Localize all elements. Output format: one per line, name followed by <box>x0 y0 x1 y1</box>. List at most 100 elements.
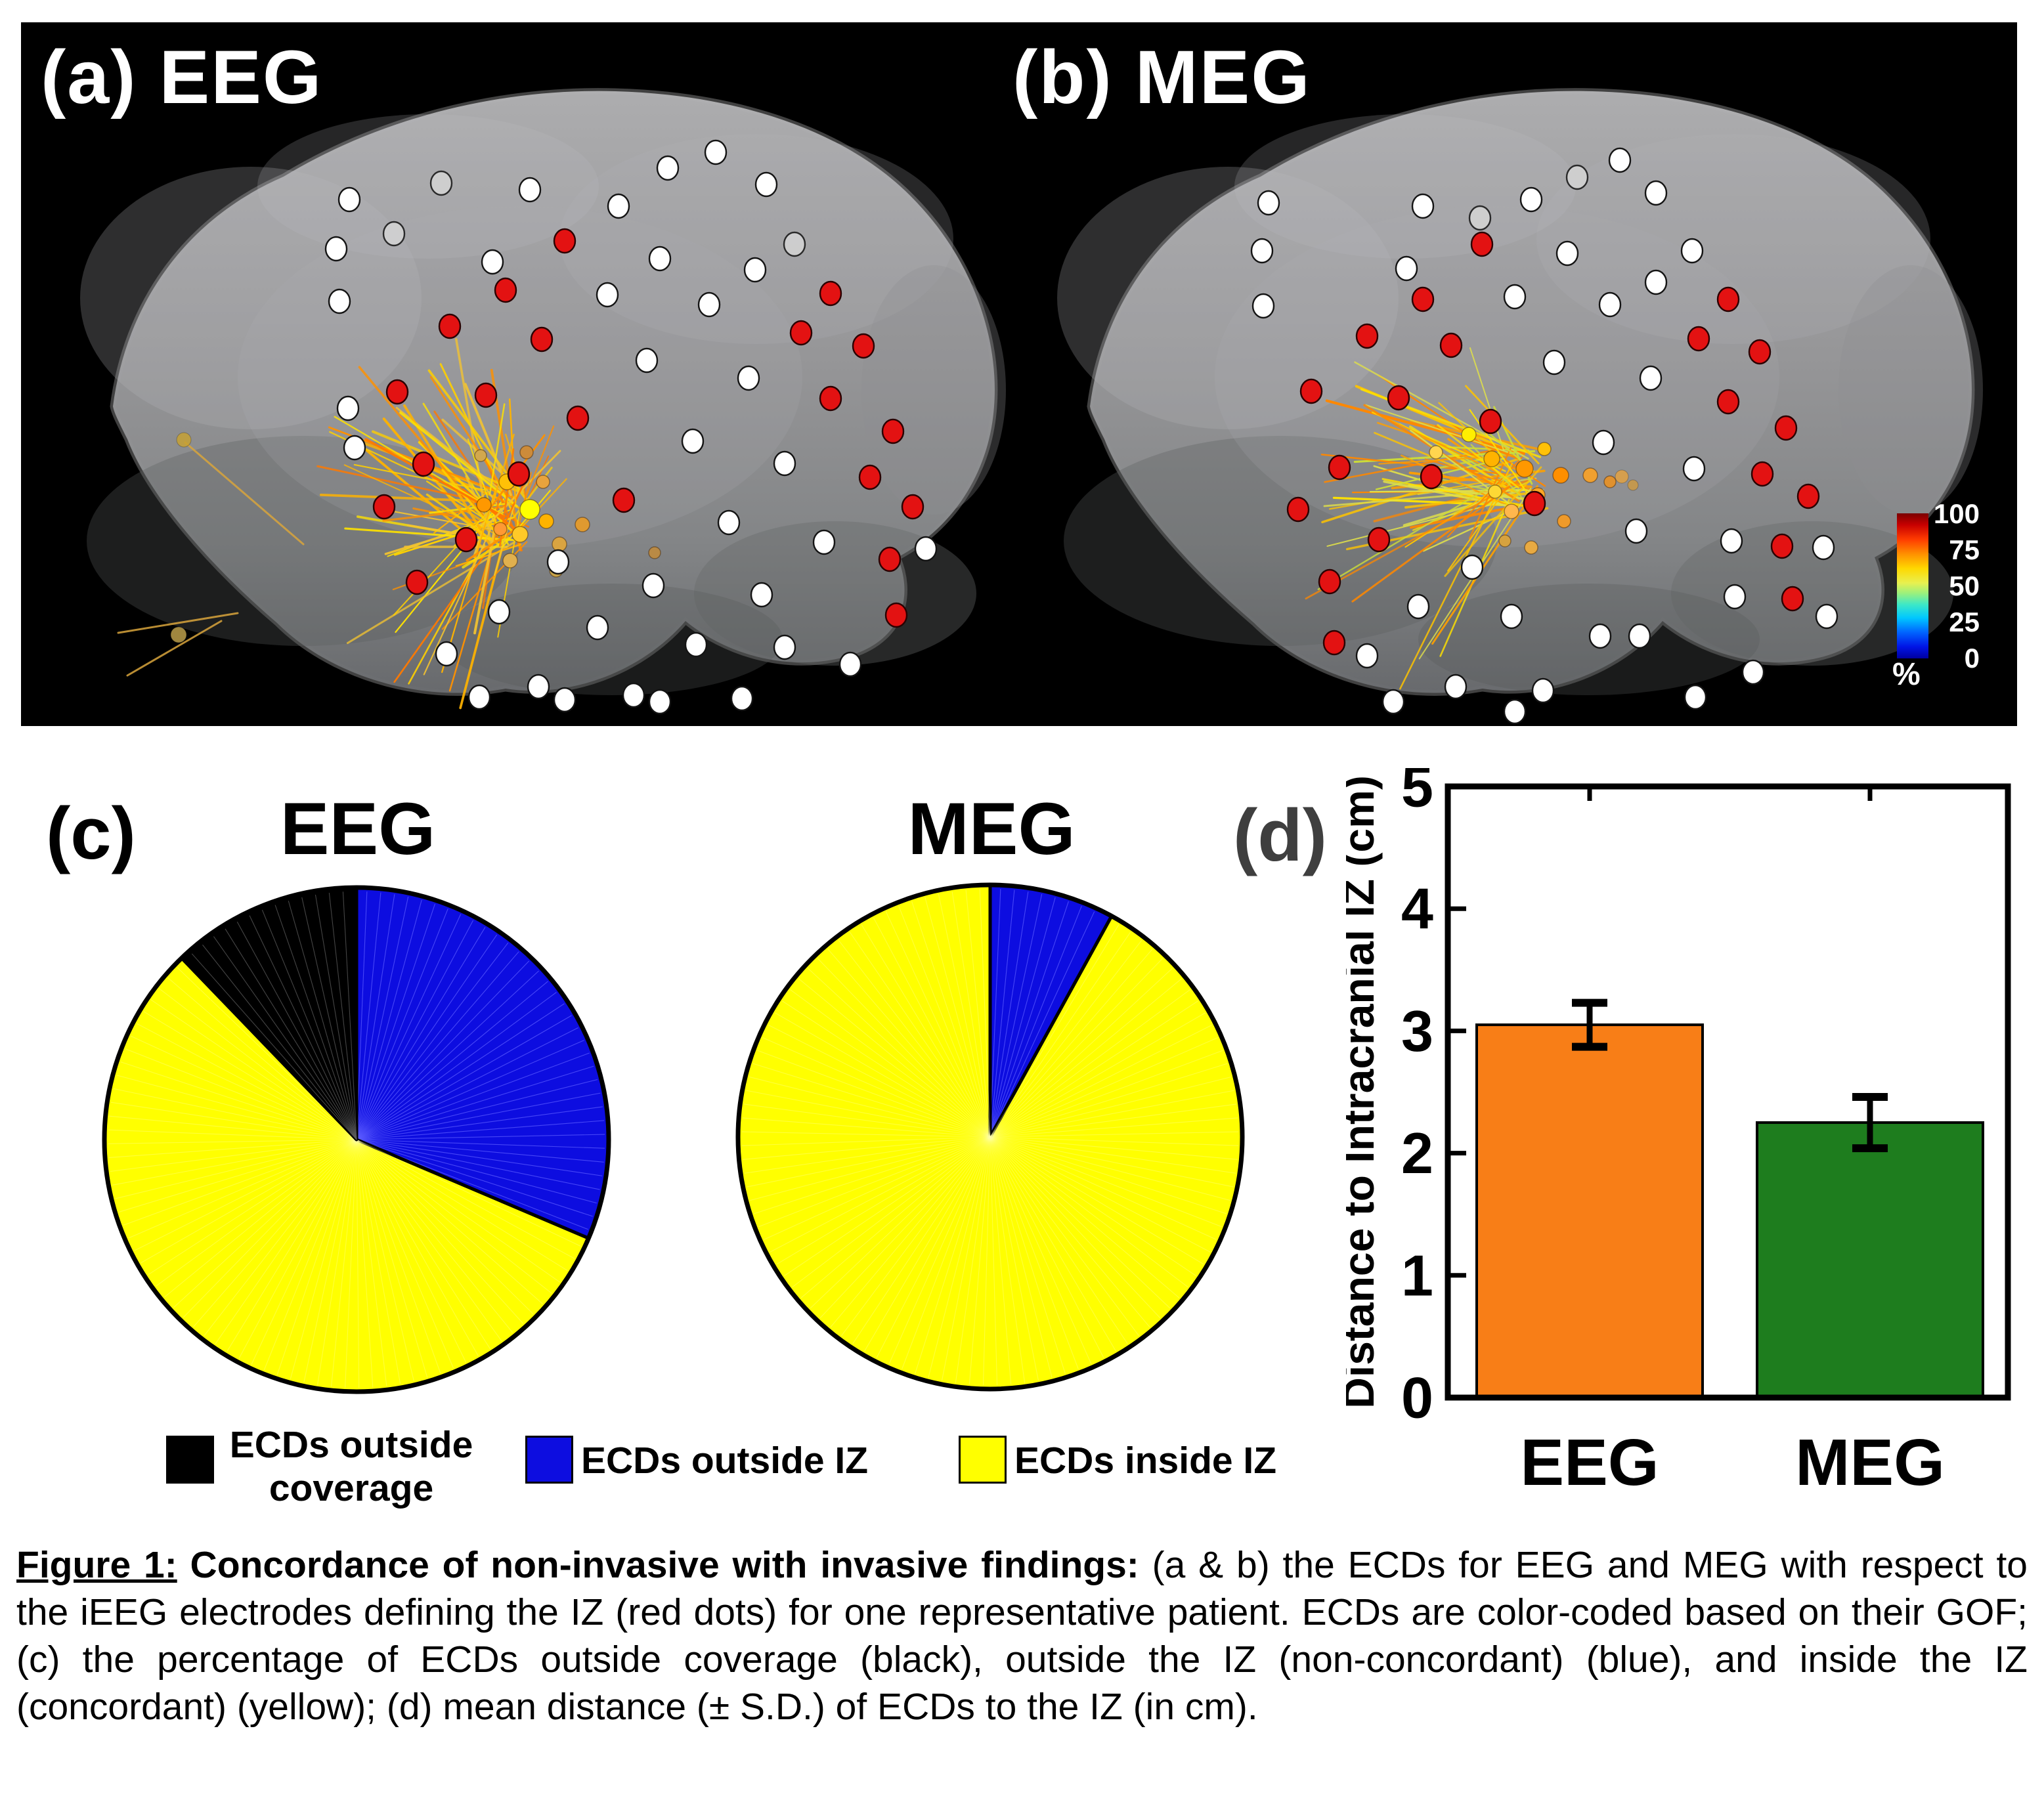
caption-body: (a & b) the ECDs for EEG and MEG with re… <box>16 1544 2028 1728</box>
ieeg-electrode-white <box>684 632 708 658</box>
ecd-dipole-line <box>1324 446 1508 483</box>
ieeg-electrode-white <box>1411 193 1435 219</box>
ieeg-electrode-iz-red <box>1716 286 1740 312</box>
ieeg-electrode-white <box>1500 603 1523 630</box>
ieeg-electrode-white <box>750 582 773 608</box>
colorbar-tick-25: 25 <box>1949 607 1980 637</box>
ecd-dipole-line <box>1399 462 1513 690</box>
pie-slice-hairline <box>989 1063 1228 1138</box>
pie-slice-hairline <box>137 1023 357 1140</box>
ieeg-electrode-white <box>468 684 491 710</box>
ieeg-electrode-white <box>681 428 705 454</box>
ieeg-electrode-white <box>586 614 609 641</box>
ecd-cluster-dot <box>493 522 508 536</box>
pie-slice-hairline <box>938 893 991 1138</box>
pie-slice-hairline <box>227 1139 357 1352</box>
pie-slice-hairline <box>356 1092 601 1140</box>
ieeg-electrode-white <box>1381 689 1405 715</box>
ieeg-electrode-white <box>1503 284 1527 310</box>
brain-eeg <box>80 88 1006 696</box>
pie-slice-hairline <box>356 1139 513 1333</box>
pie-slice-hairline <box>356 1139 605 1149</box>
pie-slice-hairline <box>356 1139 600 1190</box>
ieeg-electrode-white <box>1639 365 1663 391</box>
pie-slice-hairline <box>989 1136 1066 1374</box>
pie-slice-hairline <box>356 899 422 1140</box>
ieeg-electrode-white <box>648 246 672 272</box>
ieeg-electrode-iz-red <box>1716 389 1740 415</box>
pie-slice-hairline <box>982 1136 991 1386</box>
ieeg-electrode-white <box>622 682 645 708</box>
pie-slice-hairline <box>159 988 357 1140</box>
pie-slice-hairline <box>792 1136 991 1288</box>
ecd-stray-dot <box>1615 469 1629 484</box>
pie-slice-hairline <box>356 1052 590 1140</box>
pie-slice-hairline <box>989 949 1153 1138</box>
ecd-dipole-line <box>319 494 487 503</box>
ieeg-electrode-iz-red <box>1479 408 1502 435</box>
pie-slice-hairline <box>768 1024 991 1138</box>
ieeg-electrode-white <box>1644 180 1668 206</box>
pie-slice-hairline <box>989 1090 1234 1138</box>
ecd-cluster-dot <box>1524 540 1538 555</box>
ieeg-electrode-white <box>1460 554 1484 580</box>
ieeg-electrode-white <box>553 687 576 713</box>
pie-slice-hairline <box>356 981 548 1140</box>
ieeg-electrode-iz-red <box>385 379 409 405</box>
ieeg-electrode-iz-red <box>1367 526 1391 553</box>
pie-slice-hairline <box>989 1136 1039 1381</box>
ecd-dipole-line <box>393 509 491 616</box>
ecd-dipole-line <box>316 465 487 504</box>
brain-meg <box>1057 88 1983 696</box>
ecd-stray-line <box>126 620 223 677</box>
panel-a-label: (a) EEG <box>41 35 323 119</box>
ieeg-electrode-white <box>1682 456 1706 482</box>
brain-meg-shade-6 <box>1838 265 1983 515</box>
pie-slice-hairline <box>888 1136 991 1364</box>
ieeg-electrode-white <box>1815 603 1838 630</box>
pie-slice-hairline <box>356 1139 575 1259</box>
pie-slice-hairline <box>164 1139 357 1298</box>
pie-slice-hairline <box>989 1136 1230 1201</box>
pie-slice-hairline <box>989 939 1142 1138</box>
ecd-dipole-line <box>353 463 487 491</box>
ecd-dipole-line <box>1431 485 1538 645</box>
pie-slice-hairline <box>989 1136 1217 1240</box>
ecd-dipole-line <box>1469 409 1528 493</box>
ecd-dipole-line <box>423 527 492 675</box>
pie-slice-hairline <box>989 1136 1104 1358</box>
pie-slice-hairline <box>290 1139 357 1379</box>
ieeg-electrode-iz-red <box>881 418 905 444</box>
ieeg-electrode-iz-red <box>1774 415 1798 441</box>
ecd-dipole-line <box>1317 474 1511 590</box>
pie-slice-hairline <box>356 896 409 1140</box>
x-category-label-meg: MEG <box>1795 1426 1945 1499</box>
pie-slice-hairline <box>356 1139 479 1356</box>
pie-slice-hairline <box>749 1076 991 1138</box>
pie-slice-hairline <box>288 901 357 1140</box>
pie-slice-hairline <box>356 1139 581 1247</box>
pie-slice-hairline <box>109 1115 357 1140</box>
pie-slice-hairline <box>989 897 1056 1138</box>
pie-slice-hairline <box>356 1139 454 1369</box>
bar-chart-distance: 0 1 2 3 4 5 EEG MEG Distance to Intracranial IZ … <box>1346 768 2011 1499</box>
pie-slice-hairline <box>356 892 381 1140</box>
pie-slice-hairline <box>274 905 357 1140</box>
pie-slice-hairline <box>762 1037 991 1138</box>
ieeg-electrode-iz-red <box>553 228 576 254</box>
ieeg-electrode-white <box>641 572 665 599</box>
ieeg-electrode-white <box>1565 164 1589 190</box>
ieeg-electrode-white <box>743 257 767 283</box>
pie-slice-hairline <box>317 1139 357 1385</box>
pie-slice-hairline <box>330 1139 357 1387</box>
pie-slice-hairline <box>989 1136 1012 1384</box>
ecd-dipole-line <box>1447 482 1511 572</box>
pie-slice-hairline <box>741 1131 991 1138</box>
pie-slice-hairline <box>356 1139 561 1283</box>
ecd-dipole-line <box>429 375 510 498</box>
ecd-cluster-dot <box>474 449 487 462</box>
ieeg-electrode-white <box>697 291 721 318</box>
ecd-cluster-dot <box>1488 484 1502 499</box>
ecd-cluster-dot <box>1537 442 1552 456</box>
